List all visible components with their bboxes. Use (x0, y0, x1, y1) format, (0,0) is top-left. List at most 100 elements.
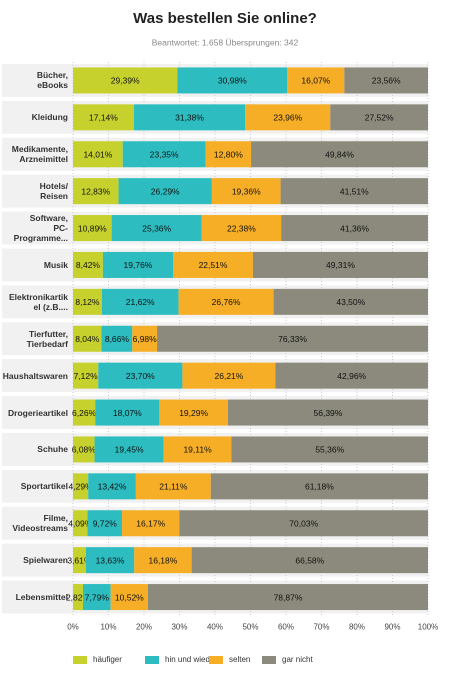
value-label: 66,58% (295, 555, 324, 565)
bar-segment (73, 288, 102, 315)
x-tick-label: 50% (242, 623, 258, 632)
bar-segment (231, 436, 428, 463)
value-label: 26,76% (212, 297, 241, 307)
value-label: 8,04% (75, 334, 100, 344)
value-label: 78,87% (274, 592, 303, 602)
bar-segment (191, 547, 428, 574)
value-label: 31,38% (175, 113, 204, 123)
value-label: 23,35% (150, 150, 179, 160)
x-tick-label: 60% (278, 623, 294, 632)
value-label: 4,29% (69, 482, 94, 492)
bar-segment (73, 399, 96, 426)
value-label: 19,29% (179, 408, 208, 418)
bar-segment (122, 510, 180, 537)
value-label: 26,21% (215, 371, 244, 381)
bar-segment (159, 399, 228, 426)
value-label: 13,63% (96, 555, 125, 565)
bar-segment (287, 67, 345, 94)
value-label: 14,01% (83, 150, 112, 160)
value-label: 23,96% (273, 113, 302, 123)
bar-segment (178, 288, 274, 315)
x-tick-label: 80% (349, 623, 365, 632)
x-tick-label: 70% (313, 623, 329, 632)
bar-segment (98, 362, 183, 389)
bar-segment (73, 215, 112, 242)
value-label: 19,76% (124, 260, 153, 270)
bar-segment (111, 215, 202, 242)
legend-label: gar nicht (282, 655, 313, 664)
x-tick-label: 100% (418, 623, 438, 632)
value-label: 6,98% (133, 334, 158, 344)
legend-label: häufiger (93, 655, 122, 664)
legend-label: selten (229, 655, 250, 664)
value-label: 7,79% (85, 592, 110, 602)
bar-segment (157, 325, 429, 352)
value-label: 19,36% (232, 186, 261, 196)
bar-segment (275, 362, 428, 389)
category-label: Tierfutter, Tierbedarf (26, 328, 68, 349)
bar-segment (73, 584, 84, 611)
bar-segment (73, 251, 103, 278)
value-label: 41,51% (340, 186, 369, 196)
value-label: 8,66% (105, 334, 130, 344)
value-label: 19,45% (115, 445, 144, 455)
bar-segment (73, 362, 99, 389)
value-label: 7,12% (74, 371, 99, 381)
value-label: 23,70% (126, 371, 155, 381)
value-label: 29,39% (111, 76, 140, 86)
category-label: Sportartikel (20, 481, 68, 492)
bar-segment (73, 510, 88, 537)
legend-swatch (262, 656, 276, 664)
value-label: 12,83% (81, 186, 110, 196)
value-label: 22,38% (227, 223, 256, 233)
bar-segment (211, 178, 281, 205)
value-label: 70,03% (289, 519, 318, 529)
value-label: 26,29% (151, 186, 180, 196)
category-label: Spielwaren (23, 555, 68, 566)
value-label: 19,11% (183, 445, 212, 455)
bar-segment (330, 104, 428, 131)
x-tick-label: 20% (136, 623, 152, 632)
value-label: 16,07% (301, 76, 330, 86)
x-tick-label: 40% (207, 623, 223, 632)
bar-segment (83, 584, 111, 611)
bar-segment (252, 251, 428, 278)
value-label: 16,18% (148, 555, 177, 565)
x-tick-label: 10% (100, 623, 116, 632)
legend-label: hin und wieder (165, 655, 217, 664)
value-label: 21,11% (159, 482, 188, 492)
bar-segment (280, 178, 428, 205)
value-label: 21,62% (126, 297, 155, 307)
value-label: 10,52% (115, 592, 144, 602)
bar-segment (132, 325, 158, 352)
value-label: 6,08% (72, 445, 97, 455)
chart-subtitle: Beantwortet: 1.658 Übersprungen: 342 (152, 37, 299, 47)
bar-segment (122, 141, 206, 168)
bar-segment (102, 251, 174, 278)
value-label: 2,82% (66, 592, 91, 602)
bar-segment (273, 288, 428, 315)
category-label: Lebensmittel (15, 592, 68, 603)
category-label: Medikamente, Arzneimittel (11, 144, 68, 165)
bar-segment (251, 141, 428, 168)
bar-segment (101, 325, 133, 352)
bar-segment (205, 141, 252, 168)
value-label: 30,98% (218, 76, 247, 86)
value-label: 18,07% (113, 408, 142, 418)
bar-segment (73, 141, 123, 168)
bar-segment (85, 547, 135, 574)
bar-segment (73, 325, 102, 352)
value-label: 8,12% (75, 297, 100, 307)
bar-segment (73, 67, 178, 94)
category-label: Bücher, eBooks (36, 70, 68, 91)
category-label: Schuhe (37, 444, 68, 455)
legend-swatch (145, 656, 159, 664)
value-label: 61,18% (305, 482, 334, 492)
bar-segment (281, 215, 428, 242)
value-label: 12,80% (214, 150, 243, 160)
bar-segment (201, 215, 282, 242)
category-label: Elektronikartik el (z.B.... (8, 291, 68, 312)
value-label: 56,39% (314, 408, 343, 418)
value-label: 42,96% (337, 371, 366, 381)
